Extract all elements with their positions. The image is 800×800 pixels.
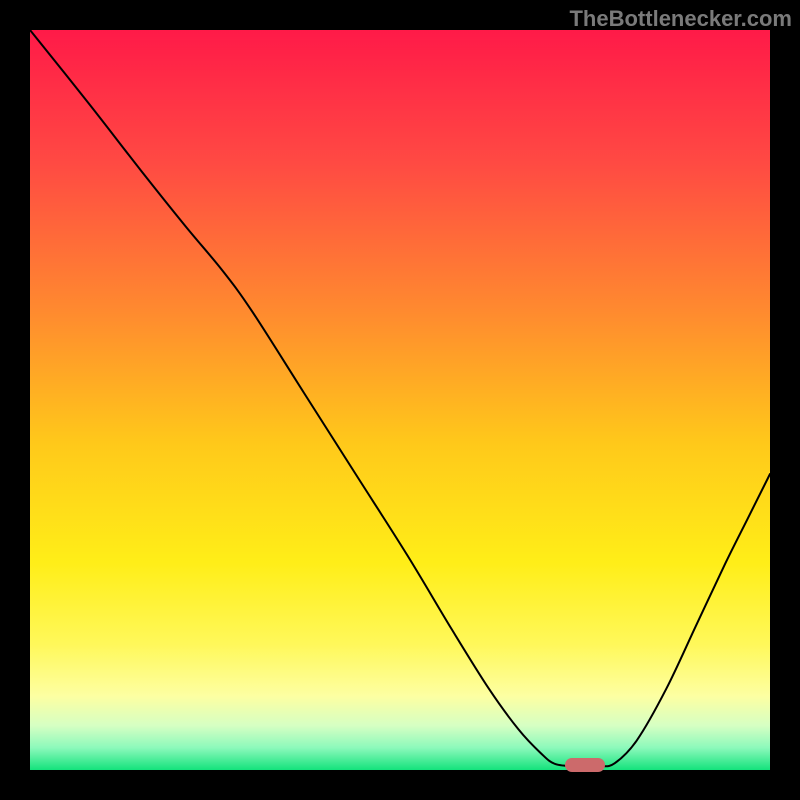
bottleneck-curve	[30, 30, 770, 767]
watermark-text: TheBottlenecker.com	[569, 6, 792, 32]
bottleneck-chart: TheBottlenecker.com	[0, 0, 800, 800]
plot-area	[30, 30, 770, 770]
optimum-marker	[565, 758, 606, 772]
curve-layer	[30, 30, 770, 770]
